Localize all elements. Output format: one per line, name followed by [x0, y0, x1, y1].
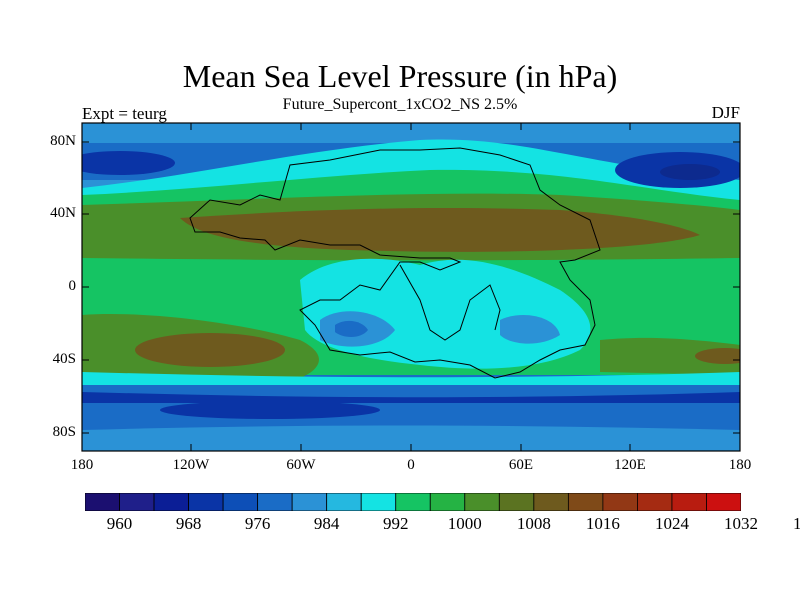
lon-label-60e: 60E [508, 457, 534, 473]
lat-label-40n: 40N [50, 205, 76, 221]
lon-label-180w: 180 [70, 457, 94, 473]
colorbar-swatch [119, 493, 155, 511]
season-label: DJF [711, 103, 740, 122]
colorbar-tick-label: 984 [313, 514, 340, 533]
colorbar-swatch [222, 493, 259, 511]
south-high-west [135, 333, 285, 367]
colorbar-tick-label: 1024 [654, 514, 689, 533]
colorbar-swatch [257, 493, 293, 511]
lat-label-0: 0 [68, 278, 77, 294]
colorbar-tick-label: 960 [106, 514, 133, 533]
experiment-label: Expt = teurg [82, 104, 167, 123]
southern-deep-low [82, 392, 740, 403]
lon-label-180e: 180 [728, 457, 752, 473]
continent-core-low [335, 320, 368, 337]
lon-label-120w: 120W [172, 457, 210, 473]
colorbar-swatch [360, 493, 397, 511]
colorbar-tick-label: 1032 [724, 514, 758, 533]
colorbar-tick-label: 1040 [793, 514, 800, 533]
map-subtitle: Future_Supercont_1xCO2_NS 2.5% [282, 96, 518, 113]
supercontinent-outline [189, 147, 601, 379]
colorbar-swatch [602, 493, 638, 511]
colorbar-swatch [85, 493, 120, 511]
colorbar-tick-label: 968 [175, 514, 202, 533]
south-polar-band [82, 425, 740, 451]
colorbar-swatch [567, 493, 604, 511]
north-low-east-core [660, 164, 720, 180]
colorbar-tick-label: 1000 [447, 514, 482, 533]
colorbar-swatch [464, 493, 500, 511]
colorbar-swatch [533, 493, 569, 511]
colorbar-swatch [706, 493, 741, 511]
lon-label-0: 0 [407, 457, 415, 473]
colorbar-tick-label: 992 [382, 514, 409, 533]
colorbar [85, 493, 741, 511]
lon-label-120e: 120E [614, 457, 646, 473]
continent-low-east [500, 315, 560, 344]
colorbar-swatch [498, 493, 535, 511]
colorbar-swatch [326, 493, 362, 511]
south-high-east [695, 348, 740, 364]
colorbar-swatch [637, 493, 673, 511]
continent-inner-outline [399, 264, 501, 341]
colorbar-swatch [671, 493, 707, 511]
north-polar-band [82, 123, 740, 143]
southeast-dark-green [600, 337, 740, 375]
lat-label-80n: 80N [50, 133, 76, 149]
axis-ticks [82, 123, 740, 451]
colorbar-tick-label: 976 [244, 514, 271, 533]
south-low-core [160, 401, 380, 419]
colorbar-swatch [153, 493, 189, 511]
north-high-pressure [180, 207, 700, 252]
map-title: Mean Sea Level Pressure (in hPa) [182, 58, 618, 94]
colorbar-tick-label: 1016 [585, 514, 620, 533]
colorbar-tick-label: 1008 [516, 514, 551, 533]
colorbar-swatch [291, 493, 328, 511]
lon-label-60w: 60W [286, 457, 316, 473]
lat-label-40s: 40S [52, 351, 76, 367]
colorbar-swatch [395, 493, 431, 511]
colorbar-swatch [429, 493, 466, 511]
colorbar-swatch [188, 493, 224, 511]
lat-label-80s: 80S [52, 424, 76, 440]
north-low-west [82, 151, 175, 175]
contour-fields [82, 123, 740, 451]
